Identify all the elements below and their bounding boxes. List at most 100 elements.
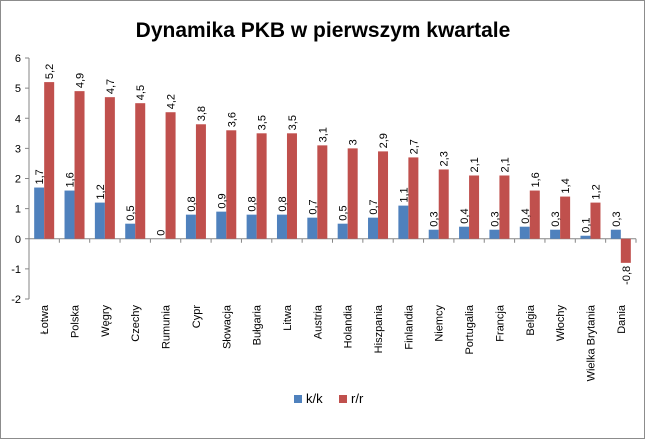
data-label: 1,4 (560, 178, 572, 193)
category-label: Włochy (555, 305, 567, 342)
bar-rr (347, 148, 358, 239)
category-label: Litwa (282, 304, 294, 331)
data-label: 1,2 (95, 184, 107, 199)
bar-rr (590, 202, 601, 239)
bar-rr (226, 130, 237, 239)
bar-rr (438, 169, 449, 239)
bar-kk (337, 223, 348, 239)
chart-title: Dynamika PKB w pierwszym kwartale (136, 19, 511, 42)
category-label: Hiszpania (373, 304, 385, 353)
bar-rr (469, 175, 480, 239)
bar-kk (428, 229, 439, 239)
legend-label: r/r (351, 391, 364, 406)
legend-label: k/k (306, 391, 323, 406)
data-label: 0,7 (368, 199, 380, 214)
data-label: 0,3 (489, 211, 501, 226)
data-label: 0,1 (580, 217, 592, 232)
data-label: 3,5 (287, 115, 299, 130)
bar-rr (165, 112, 176, 239)
x-axis-categories: Łotwa Polska Węgry Czechy Rumunia Cypr Słowacj… (39, 304, 628, 381)
legend-swatch (339, 395, 347, 403)
category-label: Polska (70, 304, 82, 338)
legend-swatch (294, 395, 302, 403)
category-label: Niemcy (434, 305, 446, 342)
y-tick-label: 0 (15, 234, 21, 246)
bar-rr (378, 151, 389, 239)
bar-kk (610, 229, 621, 239)
bar-rr (256, 133, 267, 239)
y-tick-label: -1 (11, 264, 21, 276)
data-label: 4,2 (166, 94, 178, 109)
y-tick-label: 3 (15, 143, 21, 155)
data-label: 1,6 (530, 172, 542, 187)
bar-rr (44, 82, 55, 239)
category-label: Wielka Brytania (585, 304, 597, 381)
data-label: 0,3 (550, 211, 562, 226)
category-label: Bułgaria (252, 304, 264, 345)
bar-kk (64, 190, 75, 239)
data-label: 0,8 (186, 196, 198, 211)
bar-kk (550, 229, 561, 239)
bar-kk (519, 226, 530, 239)
data-label: 4,5 (135, 85, 147, 100)
bar-rr (620, 238, 631, 263)
bar-kk (216, 211, 227, 239)
category-label: Belgia (525, 304, 537, 335)
data-label: 0 (156, 230, 168, 236)
y-tick-label: 1 (15, 204, 21, 216)
bar-rr (195, 124, 206, 239)
bar-kk (34, 187, 45, 239)
data-label: 0,3 (611, 211, 623, 226)
bar-rr (74, 91, 85, 239)
category-label: Portugalia (464, 304, 476, 354)
bar-kk (489, 229, 500, 239)
y-tick-label: 2 (15, 174, 21, 186)
data-label: 1,1 (398, 187, 410, 202)
data-label: 3,5 (257, 115, 269, 130)
bar-rr (529, 190, 540, 239)
bar-rr (286, 133, 297, 239)
category-label: Słowacja (221, 304, 233, 349)
category-label: Węgry (100, 305, 112, 337)
data-label: 0,8 (247, 196, 259, 211)
data-label: 2,3 (439, 151, 451, 166)
data-label: 2,1 (499, 157, 511, 172)
data-label: 0,5 (125, 205, 137, 220)
data-labels: 1,7 1,6 1,2 0,5 0 0,8 0,9 0,8 0,8 0,7 0,5 0,7 1,1 0,3… (34, 64, 633, 285)
bar-kk (185, 214, 196, 239)
data-label: 2,1 (469, 157, 481, 172)
data-label: 0,4 (520, 208, 532, 223)
data-label: 0,5 (338, 205, 350, 220)
data-label: 2,7 (408, 139, 420, 154)
data-label: 1,2 (590, 184, 602, 199)
bar-rr (135, 103, 146, 239)
bars (34, 82, 631, 263)
y-tick-label: 4 (15, 113, 21, 125)
data-label: 1,7 (34, 169, 46, 184)
data-label: 1,6 (65, 172, 77, 187)
data-label: 0,4 (459, 208, 471, 223)
category-label: Cypr (191, 305, 203, 329)
bar-kk (246, 214, 257, 239)
category-label: Czechy (130, 305, 142, 342)
bar-rr (317, 145, 328, 239)
legend: k/k r/r (294, 391, 364, 406)
data-label: 5,2 (44, 64, 56, 79)
data-label: 4,7 (105, 79, 117, 94)
data-label: 3,8 (196, 106, 208, 121)
category-label: Łotwa (39, 304, 51, 334)
bar-kk (459, 226, 470, 239)
bar-kk (368, 217, 379, 239)
category-label: Finlandia (403, 304, 415, 350)
bar-rr (408, 157, 419, 239)
y-tick-label: -2 (11, 294, 21, 306)
bar-kk (125, 223, 136, 239)
bar-kk (94, 202, 105, 239)
data-label: 2,9 (378, 133, 390, 148)
data-label: -0,8 (621, 266, 633, 285)
data-label: 3 (348, 139, 360, 145)
data-label: 0,8 (277, 196, 289, 211)
y-tick-label: 6 (15, 53, 21, 65)
